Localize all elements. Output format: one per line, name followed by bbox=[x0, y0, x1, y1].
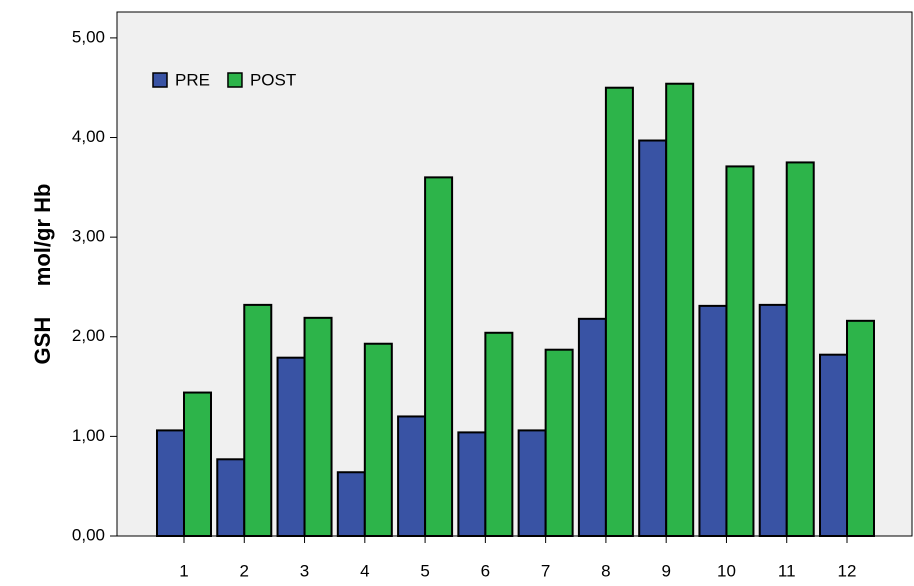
x-tick-label: 3 bbox=[300, 561, 309, 580]
x-tick-label: 6 bbox=[481, 561, 490, 580]
x-tick-label: 12 bbox=[838, 561, 857, 580]
legend-swatch bbox=[227, 72, 243, 88]
bar bbox=[577, 317, 607, 537]
x-tick-label: 5 bbox=[420, 561, 429, 580]
bar bbox=[665, 82, 695, 538]
legend-swatch bbox=[152, 72, 168, 88]
legend-label: PRE bbox=[175, 70, 210, 89]
y-tick-label: 0,00 bbox=[72, 525, 105, 544]
legend-label: POST bbox=[250, 70, 296, 89]
bar bbox=[638, 139, 668, 538]
bar bbox=[243, 303, 273, 538]
x-tick-label: 8 bbox=[601, 561, 610, 580]
bar bbox=[517, 429, 547, 537]
x-tick-label: 1 bbox=[179, 561, 188, 580]
y-tick-label: 1,00 bbox=[72, 426, 105, 445]
bar bbox=[544, 348, 574, 537]
bar bbox=[846, 319, 875, 537]
y-tick-label: 4,00 bbox=[72, 127, 105, 146]
bar bbox=[336, 471, 366, 537]
bar bbox=[397, 415, 427, 537]
bar bbox=[216, 458, 246, 538]
bar bbox=[156, 429, 185, 537]
bar bbox=[457, 431, 487, 538]
bar bbox=[698, 304, 728, 537]
bar bbox=[819, 353, 848, 537]
bar bbox=[183, 391, 212, 537]
bar bbox=[484, 331, 514, 537]
bar bbox=[363, 342, 393, 537]
bar bbox=[276, 356, 306, 537]
y-tick-label: 3,00 bbox=[72, 227, 105, 246]
x-tick-label: 11 bbox=[778, 561, 796, 580]
bar bbox=[725, 165, 755, 537]
x-tick-label: 10 bbox=[717, 561, 736, 580]
bar bbox=[785, 161, 815, 538]
x-tick-label: 7 bbox=[541, 561, 550, 580]
y-axis-label: GSH mol/gr Hb bbox=[30, 184, 55, 365]
y-tick-label: 2,00 bbox=[72, 326, 105, 345]
bar bbox=[758, 303, 788, 538]
y-tick-label: 5,00 bbox=[72, 27, 105, 46]
bar bbox=[604, 86, 634, 537]
bar bbox=[424, 176, 454, 537]
x-tick-label: 9 bbox=[661, 561, 670, 580]
x-tick-label: 2 bbox=[240, 561, 249, 580]
bar bbox=[303, 316, 333, 537]
x-tick-label: 4 bbox=[360, 561, 369, 580]
